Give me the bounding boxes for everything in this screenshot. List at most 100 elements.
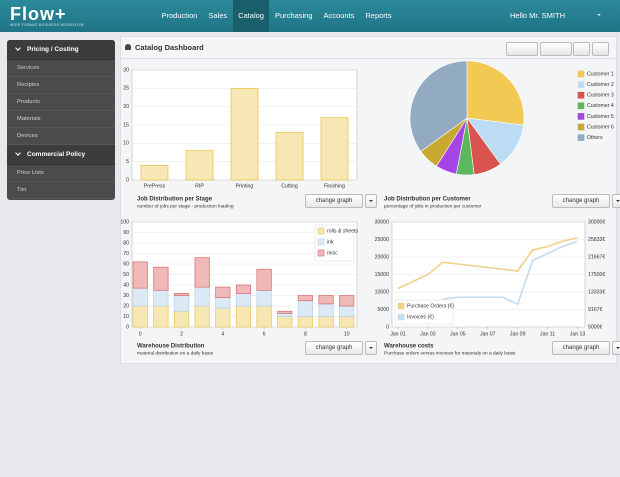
menu-item[interactable]: Production (161, 11, 198, 20)
legend-label: misc (327, 250, 338, 256)
x-tick-label: 0 (139, 331, 142, 337)
bar-segment (277, 310, 293, 314)
bar-segment (318, 316, 334, 328)
view-button[interactable] (540, 42, 572, 56)
legend-swatch (577, 81, 585, 88)
legend-swatch (317, 249, 325, 257)
refresh-button[interactable] (592, 42, 609, 56)
x-tick-label: PrePress (144, 183, 166, 189)
change-graph-button[interactable]: change graph (552, 194, 610, 208)
legend-label: Customer 5 (587, 114, 614, 120)
y-tick-label: 0 (126, 324, 129, 330)
bar-segment (153, 266, 169, 291)
y-tick-label: 5000 (377, 307, 389, 313)
legend-swatch (397, 302, 405, 310)
y-tick-label: 20 (123, 104, 129, 110)
y-tick-label: 70 (123, 251, 129, 257)
y-tick-label: 0 (386, 324, 389, 330)
bar (275, 131, 304, 181)
dashboard-title: Catalog Dashboard (135, 43, 204, 52)
x-tick-label: Printing (236, 183, 254, 189)
caret (597, 14, 601, 18)
bar-segment (215, 307, 231, 328)
bar-segment (173, 310, 190, 328)
bar-segment (297, 300, 313, 317)
y-tick-label: 100 (120, 219, 129, 225)
legend-swatch (317, 238, 325, 246)
button-caret[interactable] (612, 194, 620, 208)
chart-title: Warehouse costs (384, 344, 434, 350)
sidebar-section[interactable]: Commercial Policy (7, 145, 115, 165)
sidebar-section[interactable]: Pricing / Costing (7, 40, 115, 60)
x-tick-label: 6 (263, 331, 266, 337)
pie-slice (466, 60, 525, 126)
x-tick-label: 2 (180, 331, 183, 337)
chart-subtitle: Purchase orders versus invoices for mate… (384, 350, 516, 356)
x-tick-label: Jan 05 (450, 331, 466, 337)
bar-segment (235, 305, 252, 328)
bar (230, 87, 259, 181)
chart-subtitle: material distribution on a daily basis (137, 350, 214, 356)
sidebar-item[interactable]: Tier (7, 182, 115, 199)
sidebar-item[interactable]: Materials (7, 111, 115, 128)
menu-item[interactable]: Catalog (232, 0, 270, 32)
bar-segment (194, 257, 210, 288)
change-graph-button[interactable]: change graph (305, 194, 363, 208)
menu-item[interactable]: Purchasing (274, 11, 313, 20)
y-tick-label: 25000 (375, 237, 390, 243)
line (442, 240, 578, 306)
button-caret[interactable] (612, 341, 620, 355)
sidebar: Pricing / Costing Services Recipies Product… (7, 40, 115, 200)
logo[interactable]: Flow+ (10, 4, 67, 24)
change-graph-button[interactable]: change graph (552, 341, 610, 355)
bar-segment (277, 313, 293, 317)
menu-item[interactable]: Sales (208, 11, 228, 20)
bar-segment (153, 305, 169, 328)
dashboard-icon (125, 44, 131, 50)
y-tick-label: 20000 (375, 254, 390, 260)
bar-segment (256, 268, 272, 291)
y-tick-label: 10 (123, 141, 129, 147)
bar-segment (194, 305, 210, 328)
bar-segment (297, 295, 313, 302)
bar-segment (132, 287, 148, 307)
bar-segment (339, 295, 355, 307)
chart-title: Job Distribution per Customer (384, 197, 471, 203)
sidebar-item[interactable]: Recipies (7, 77, 115, 94)
legend-swatch (577, 70, 585, 78)
y-tick-label: 10000 (375, 289, 390, 295)
sidebar-item[interactable]: Services (7, 60, 115, 77)
bar-segment (132, 305, 148, 328)
change-graph-button[interactable]: change graph (305, 341, 363, 355)
bar-segment (235, 293, 252, 307)
legend-label: Customer 6 (587, 124, 614, 130)
home-button[interactable] (573, 42, 590, 56)
legend-label: Purchase Orders (€) (407, 303, 454, 309)
y2-tick-label: 21667€ (588, 254, 605, 260)
bar-segment (318, 303, 334, 317)
sidebar-item[interactable]: Price Lists (7, 165, 115, 182)
bar-segment (256, 289, 272, 307)
chart-title: Warehouse Distribution (137, 344, 205, 350)
button-caret[interactable] (365, 341, 377, 355)
chart-title: Job Distribution per Stage (137, 197, 213, 203)
menu-item[interactable]: Reports (365, 11, 392, 20)
x-tick-label: Jan 13 (570, 331, 586, 337)
button-caret[interactable] (365, 194, 377, 208)
bar-segment (339, 305, 355, 317)
sidebar-item[interactable]: Products (7, 94, 115, 111)
menu: Production Sales Catalog Purchasing Accounts… (156, 0, 397, 32)
bar-segment (215, 297, 231, 309)
tool-button[interactable] (506, 42, 538, 56)
x-tick-label: 8 (304, 331, 307, 337)
legend-swatch (577, 113, 585, 120)
legend-label: rolls & sheets (327, 228, 359, 234)
legend-box (394, 299, 454, 325)
greeting[interactable]: Hello Mr. SMITH (510, 11, 566, 20)
y-tick-label: 30 (123, 293, 129, 299)
x-tick-label: 10 (344, 331, 350, 337)
y-tick-label: 15000 (375, 272, 390, 278)
menu-item[interactable]: Accounts (323, 11, 355, 20)
bar-segment (339, 316, 355, 328)
